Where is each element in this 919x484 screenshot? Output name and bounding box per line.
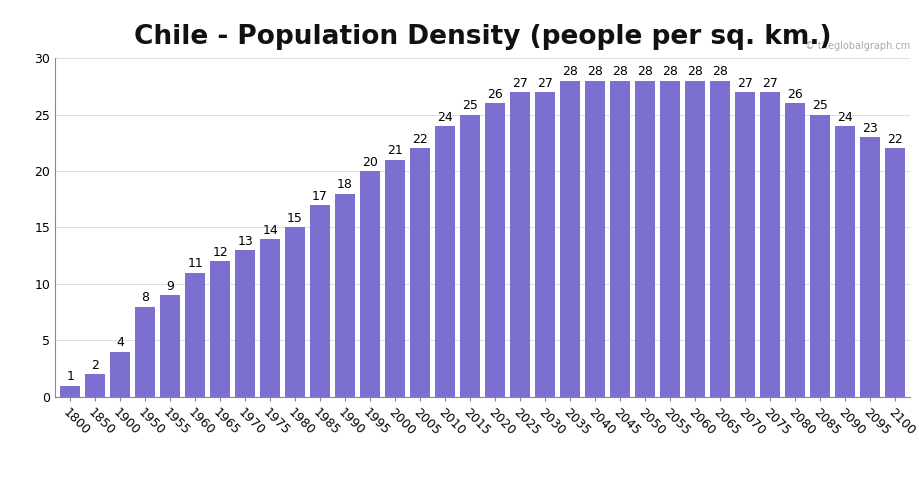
Bar xyxy=(610,81,630,397)
Text: 14: 14 xyxy=(262,224,278,237)
Text: 9: 9 xyxy=(166,280,174,293)
Bar xyxy=(760,92,780,397)
Text: 27: 27 xyxy=(512,76,528,90)
Bar xyxy=(709,81,730,397)
Text: 26: 26 xyxy=(787,88,802,101)
Bar xyxy=(860,137,879,397)
Bar xyxy=(60,386,80,397)
Text: 13: 13 xyxy=(237,235,253,248)
Text: 28: 28 xyxy=(587,65,603,78)
Bar xyxy=(685,81,705,397)
Text: 22: 22 xyxy=(887,133,902,146)
Text: 28: 28 xyxy=(562,65,578,78)
Bar xyxy=(235,250,255,397)
Text: 28: 28 xyxy=(662,65,678,78)
Bar xyxy=(185,272,205,397)
Bar xyxy=(335,194,355,397)
Text: 28: 28 xyxy=(687,65,703,78)
Bar xyxy=(635,81,655,397)
Bar xyxy=(210,261,230,397)
Bar xyxy=(110,352,130,397)
Text: 1: 1 xyxy=(66,370,74,383)
Text: 23: 23 xyxy=(862,122,878,135)
Text: 28: 28 xyxy=(612,65,628,78)
Text: 28: 28 xyxy=(712,65,728,78)
Bar xyxy=(410,149,430,397)
Bar xyxy=(584,81,605,397)
Text: 25: 25 xyxy=(462,99,478,112)
Bar xyxy=(360,171,380,397)
Text: 20: 20 xyxy=(362,156,378,169)
Title: Chile - Population Density (people per sq. km.): Chile - Population Density (people per s… xyxy=(134,24,831,50)
Bar xyxy=(510,92,530,397)
Bar xyxy=(735,92,754,397)
Bar xyxy=(535,92,555,397)
Bar xyxy=(660,81,680,397)
Text: 22: 22 xyxy=(412,133,428,146)
Bar xyxy=(285,227,305,397)
Text: 27: 27 xyxy=(762,76,777,90)
Bar xyxy=(260,239,280,397)
Text: 18: 18 xyxy=(337,178,353,191)
Text: 27: 27 xyxy=(737,76,753,90)
Text: 15: 15 xyxy=(287,212,303,225)
Text: 8: 8 xyxy=(142,291,149,304)
Bar xyxy=(310,205,330,397)
Bar xyxy=(385,160,405,397)
Bar xyxy=(560,81,580,397)
Bar xyxy=(435,126,455,397)
Text: © theglobalgraph.cm: © theglobalgraph.cm xyxy=(804,41,910,51)
Bar xyxy=(885,149,905,397)
Bar xyxy=(485,103,505,397)
Bar xyxy=(135,306,155,397)
Text: 21: 21 xyxy=(387,144,403,157)
Text: 24: 24 xyxy=(437,110,453,123)
Text: 2: 2 xyxy=(91,359,99,372)
Text: 28: 28 xyxy=(637,65,652,78)
Bar xyxy=(785,103,805,397)
Bar xyxy=(85,374,105,397)
Text: 25: 25 xyxy=(811,99,828,112)
Bar xyxy=(160,295,180,397)
Text: 26: 26 xyxy=(487,88,503,101)
Text: 17: 17 xyxy=(312,190,328,203)
Text: 11: 11 xyxy=(187,257,203,271)
Bar xyxy=(810,115,830,397)
Text: 4: 4 xyxy=(116,336,124,349)
Bar xyxy=(460,115,480,397)
Text: 27: 27 xyxy=(537,76,553,90)
Text: 24: 24 xyxy=(837,110,853,123)
Text: 12: 12 xyxy=(212,246,228,259)
Bar xyxy=(834,126,855,397)
